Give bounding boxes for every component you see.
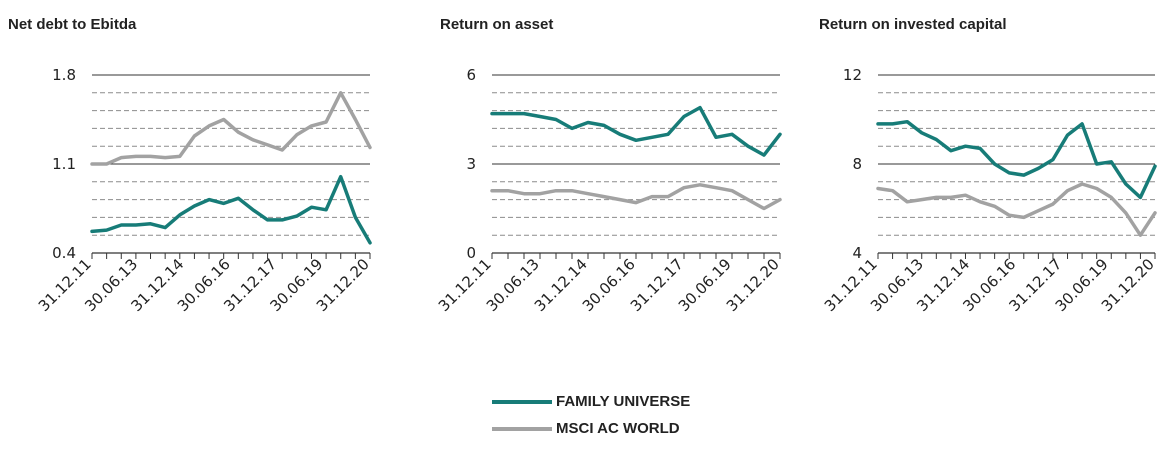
y-tick-label: 0 — [466, 244, 476, 262]
legend-item-family-universe: FAMILY UNIVERSE — [492, 388, 690, 415]
legend: FAMILY UNIVERSE MSCI AC WORLD — [492, 388, 690, 442]
series-line-msci-ac-world — [490, 183, 782, 211]
chart-net-debt-to-ebitda: Net debt to Ebitda0.41.11.831.12.1130.06… — [8, 16, 373, 315]
charts-area: Net debt to Ebitda0.41.11.831.12.1130.06… — [8, 16, 1158, 315]
series-line-family-universe — [490, 105, 782, 157]
legend-label-family-universe: FAMILY UNIVERSE — [556, 393, 691, 410]
legend-swatch-family-universe — [492, 399, 552, 404]
chart-return-on-invested-capital: Return on invested capital481231.12.1130… — [819, 16, 1158, 315]
series-line-family-universe — [90, 174, 372, 245]
chart-title: Return on invested capital — [819, 16, 1007, 33]
series-line-msci-ac-world — [90, 91, 372, 166]
legend-item-msci-ac-world: MSCI AC WORLD — [492, 415, 690, 442]
y-tick-label: 8 — [852, 155, 862, 173]
chart-title: Net debt to Ebitda — [8, 16, 137, 33]
y-tick-label: 12 — [843, 66, 862, 84]
series-line-msci-ac-world — [876, 182, 1157, 237]
y-tick-label: 1.8 — [52, 66, 76, 84]
y-tick-label: 6 — [466, 66, 476, 84]
y-tick-label: 1.1 — [52, 155, 76, 173]
y-tick-label: 3 — [466, 155, 476, 173]
chart-title: Return on asset — [440, 16, 553, 33]
series-line-family-universe — [876, 119, 1157, 200]
x-tick-label: 31.12.20 — [723, 255, 783, 315]
legend-swatch-msci-ac-world — [492, 426, 552, 431]
chart-return-on-asset: Return on asset03631.12.1130.06.1331.12.… — [435, 16, 783, 315]
y-tick-label: 4 — [852, 244, 862, 262]
legend-label-msci-ac-world: MSCI AC WORLD — [556, 420, 680, 437]
y-tick-label: 0.4 — [52, 244, 76, 262]
